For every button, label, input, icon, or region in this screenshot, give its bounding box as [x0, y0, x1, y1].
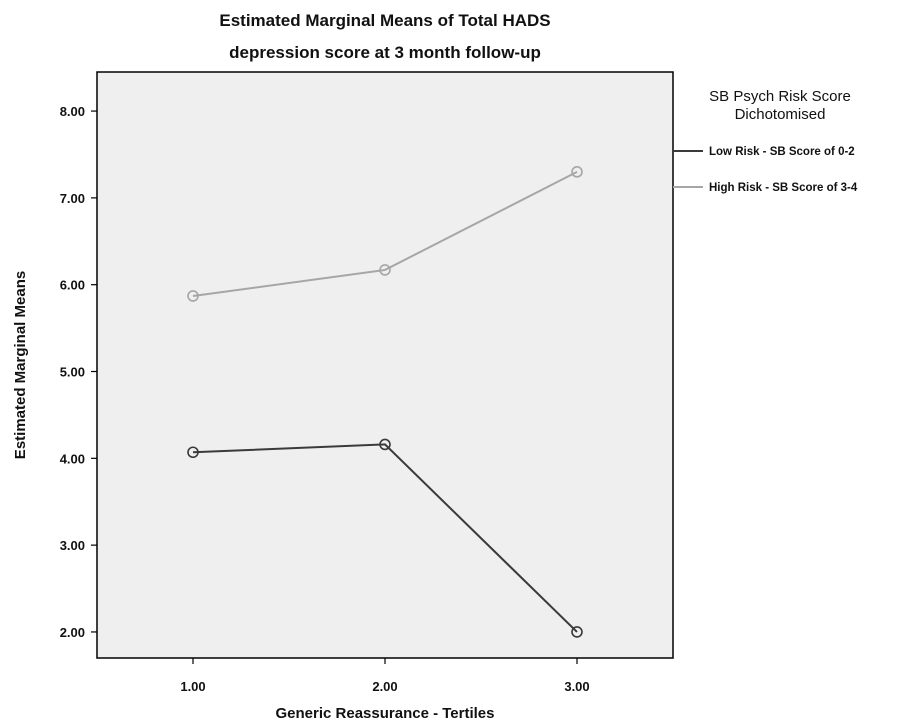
chart-title-line-1: Estimated Marginal Means of Total HADS — [219, 11, 550, 30]
series-layer — [187, 166, 583, 638]
y-tick-label: 5.00 — [60, 365, 85, 380]
legend-title-line-1: SB Psych Risk Score — [709, 88, 851, 105]
legend: SB Psych Risk Score Dichotomised Low Ris… — [673, 88, 858, 194]
legend-title-line-2: Dichotomised — [735, 106, 826, 123]
chart-title-line-2: depression score at 3 month follow-up — [229, 43, 541, 62]
series-1 — [187, 438, 583, 638]
data-point — [379, 264, 391, 276]
legend-item-2: High Risk - SB Score of 3-4 — [673, 182, 858, 194]
legend-label: Low Risk - SB Score of 0-2 — [709, 146, 855, 158]
x-axis: 1.00 2.00 3.00 — [180, 658, 590, 694]
legend-item-1: Low Risk - SB Score of 0-2 — [673, 146, 855, 158]
series-line — [192, 170, 578, 297]
chart-title: Estimated Marginal Means of Total HADS d… — [219, 11, 550, 62]
x-tick-label: 1.00 — [180, 679, 205, 694]
y-axis: 2.00 3.00 4.00 5.00 6.00 7.00 8.00 — [60, 104, 97, 640]
plot-area — [96, 71, 674, 659]
y-tick-label: 4.00 — [60, 451, 85, 466]
legend-label: High Risk - SB Score of 3-4 — [709, 182, 858, 194]
data-point — [187, 290, 199, 302]
y-tick-label: 8.00 — [60, 104, 85, 119]
y-axis-label: Estimated Marginal Means — [12, 271, 29, 459]
data-point — [571, 166, 583, 178]
x-tick-label: 3.00 — [564, 679, 589, 694]
series-line — [192, 443, 578, 633]
data-point — [187, 446, 199, 459]
y-tick-label: 6.00 — [60, 278, 85, 293]
x-tick-label: 2.00 — [372, 679, 397, 694]
y-tick-label: 7.00 — [60, 191, 85, 206]
data-point — [571, 626, 583, 638]
series-2 — [187, 166, 583, 302]
y-tick-label: 2.00 — [60, 625, 85, 640]
x-axis-label: Generic Reassurance - Tertiles — [276, 705, 495, 722]
y-tick-label: 3.00 — [60, 538, 85, 553]
data-point — [379, 438, 391, 451]
